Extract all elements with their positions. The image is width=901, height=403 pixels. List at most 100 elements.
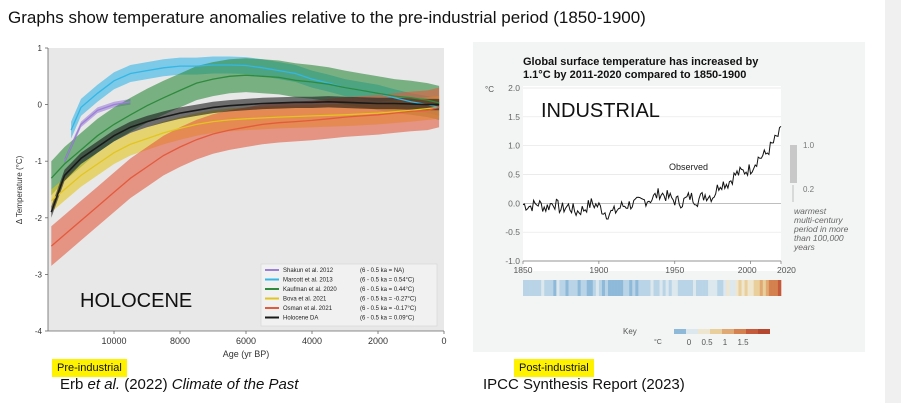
series-line-0 xyxy=(63,101,131,162)
legend-series-range: (6 - 0.5 ka = 0.09°C) xyxy=(360,316,414,322)
stripe xyxy=(611,280,615,296)
post-industrial-highlight: Post-industrial xyxy=(514,359,594,377)
key-swatch xyxy=(686,329,698,334)
stripe xyxy=(650,280,654,296)
series-line-2 xyxy=(50,74,440,179)
stripe xyxy=(526,280,530,296)
stripe xyxy=(711,280,715,296)
stripe xyxy=(732,280,736,296)
holocene-legend: Shakun et al. 2012 (6 - 0.5 ka = NA) Marco… xyxy=(260,263,438,327)
stripe xyxy=(671,280,676,296)
stripe xyxy=(580,280,585,296)
legend-series-name: Marcott et al. 2013 xyxy=(283,278,333,284)
stripe xyxy=(559,280,563,296)
stripe xyxy=(586,280,591,296)
page-edge-strip xyxy=(885,0,901,403)
stripe xyxy=(702,280,706,296)
stripe xyxy=(641,280,645,296)
stripe xyxy=(598,280,603,296)
stripe xyxy=(626,280,630,296)
annotation-top-value: 1.0 xyxy=(803,141,815,150)
legend-series-name: Kaufman et al. 2020 xyxy=(283,287,337,293)
key-swatch xyxy=(746,329,758,334)
legend-series-range: (6 - 0.5 ka = -0.17°C) xyxy=(360,306,416,312)
x-tick-label: 1950 xyxy=(665,265,684,275)
stripe xyxy=(756,280,761,296)
stripe xyxy=(620,280,624,296)
band-5 xyxy=(51,96,440,218)
color-key: Key °C 0 0.5 1 1.5 xyxy=(623,327,770,347)
x-tick-label: 8000 xyxy=(170,336,190,346)
y-tick-label: -4 xyxy=(35,327,43,336)
stripe xyxy=(595,280,600,296)
legend-series-name: Holocene DA xyxy=(283,316,318,322)
annotation-text-line: multi-century xyxy=(794,215,843,225)
left-caption: Erb et al. (2022) Climate of the Past xyxy=(60,376,298,393)
stripe xyxy=(629,280,633,296)
key-title: Key xyxy=(623,327,637,336)
stripe xyxy=(689,280,694,296)
x-tick-label: 6000 xyxy=(236,336,256,346)
holocene-y-axis-label: Δ Temperature (°C) xyxy=(15,155,24,224)
band-2 xyxy=(51,58,440,196)
y-tick-label: 0.5 xyxy=(508,170,520,180)
key-tick-label: 0.5 xyxy=(701,338,713,347)
band-4 xyxy=(51,87,440,266)
stripe xyxy=(686,280,691,296)
y-tick-label: 0.0 xyxy=(508,198,520,208)
legend-series-range: (6 - 0.5 ka = 0.54°C) xyxy=(360,278,414,284)
warming-stripes xyxy=(523,280,782,296)
y-tick-label: -0.5 xyxy=(505,227,520,237)
legend-series-name: Shakun et al. 2012 xyxy=(283,268,334,274)
stripe xyxy=(644,280,648,296)
series-line-4 xyxy=(50,106,440,247)
key-unit: °C xyxy=(654,338,662,346)
stripe xyxy=(735,280,739,296)
stripe xyxy=(777,280,782,296)
stripe xyxy=(556,280,560,296)
x-tick-label: 1900 xyxy=(589,265,608,275)
stripe xyxy=(638,280,642,296)
stripe xyxy=(714,280,718,296)
stripe xyxy=(635,280,639,296)
left-caption-journal: Climate of the Past xyxy=(171,376,299,393)
stripe xyxy=(768,280,773,296)
y-tick-label: -2 xyxy=(35,214,43,223)
y-tick-label: -1 xyxy=(35,157,43,166)
annotation-text-line: warmest xyxy=(794,206,827,216)
stripe xyxy=(529,280,533,296)
legend-box xyxy=(260,263,438,327)
legend-series-name: Osman et al. 2021 xyxy=(283,306,333,312)
stripe xyxy=(547,280,551,296)
holocene-chart: 10000 8000 6000 4000 2000 0 1 0 -1 -2 -3 -4 Age (yr… xyxy=(15,44,447,359)
x-tick-label: 2000 xyxy=(738,265,757,275)
stripe xyxy=(750,280,754,296)
stripe xyxy=(583,280,588,296)
key-swatch xyxy=(722,329,734,334)
y-tick-label: -3 xyxy=(35,270,43,279)
industrial-overlay-label: INDUSTRIAL xyxy=(541,100,660,122)
key-tick-label: 1.5 xyxy=(737,338,749,347)
holocene-overlay-label: HOLOCENE xyxy=(80,290,192,312)
key-tick-label: 1 xyxy=(723,338,728,347)
stripe xyxy=(604,280,609,296)
stripe xyxy=(699,280,703,296)
y-tick-label: 0 xyxy=(38,101,43,110)
warmest-period-bar xyxy=(790,145,797,183)
x-tick-label: 0 xyxy=(441,336,446,346)
stripe xyxy=(765,280,770,296)
stripe xyxy=(656,280,660,296)
stripe xyxy=(544,280,548,296)
page-heading: Graphs show temperature anomalies relati… xyxy=(8,8,646,27)
x-tick-label: 4000 xyxy=(302,336,322,346)
stripe xyxy=(759,280,764,296)
stripe xyxy=(668,280,673,296)
annotation-text-line: than 100,000 xyxy=(794,233,844,243)
legend-series-range: (6 - 0.5 ka = -0.27°C) xyxy=(360,297,416,303)
key-swatch xyxy=(674,329,686,334)
stripe xyxy=(723,280,727,296)
key-swatch xyxy=(698,329,710,334)
holocene-x-axis-label: Age (yr BP) xyxy=(223,349,270,359)
stripe xyxy=(708,280,712,296)
left-caption-etal: et al. xyxy=(87,376,121,393)
